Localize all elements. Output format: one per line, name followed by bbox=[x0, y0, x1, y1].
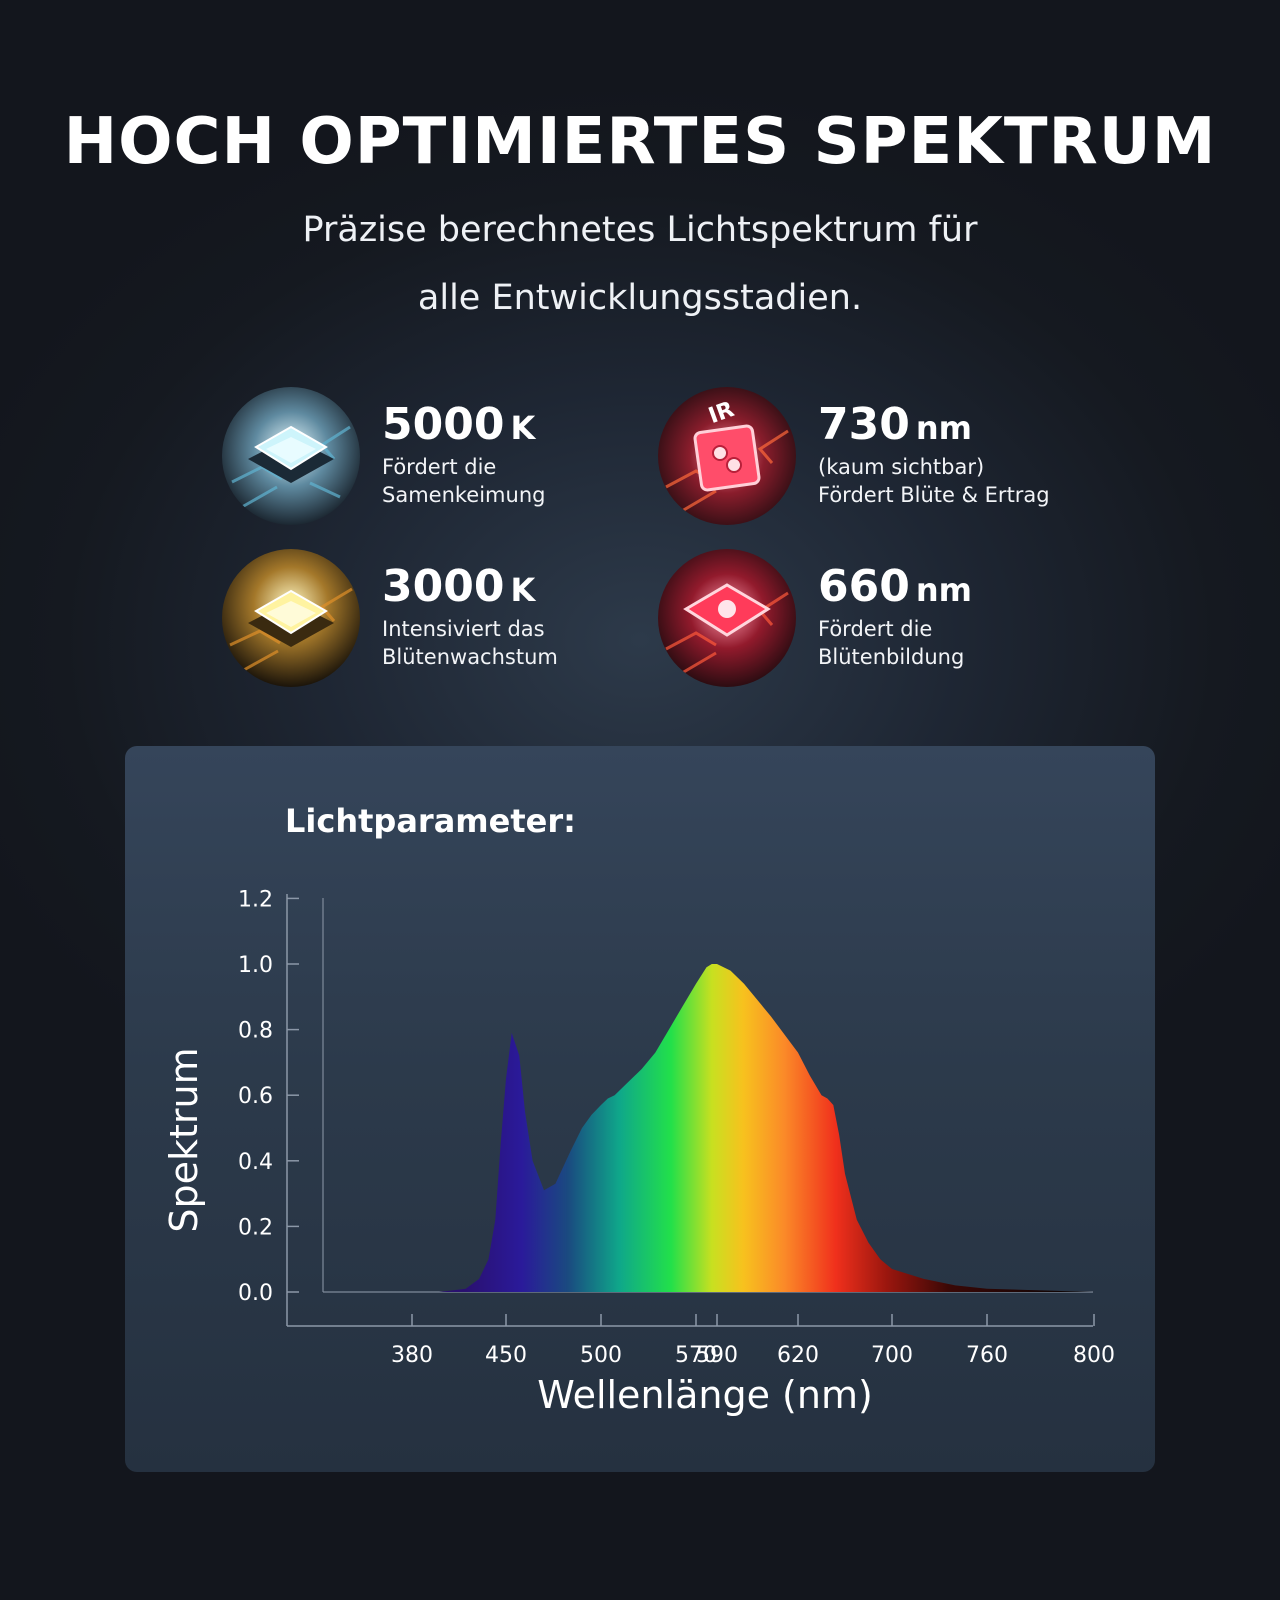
x-tick-label: 380 bbox=[391, 1343, 433, 1368]
y-axis-label: Spektrum bbox=[162, 1047, 206, 1232]
subtitle-line-1: Präzise berechnetes Lichtspektrum für bbox=[302, 210, 978, 250]
y-tick-label: 0.4 bbox=[238, 1150, 273, 1175]
x-tick-label: 570 bbox=[675, 1343, 717, 1368]
feature-value: 730 nm bbox=[818, 399, 972, 450]
feature-value: 660 nm bbox=[818, 561, 972, 612]
y-tick-label: 0.2 bbox=[238, 1215, 273, 1240]
y-tick-label: 0.8 bbox=[238, 1019, 273, 1044]
warm-white-led-chip-icon bbox=[222, 549, 360, 687]
x-tick-label: 590 bbox=[696, 1343, 738, 1368]
subtitle-line-2: alle Entwicklungsstadien. bbox=[417, 278, 863, 318]
feature-description: Fördert die Blütenbildung bbox=[818, 617, 965, 669]
y-tick-label: 0.6 bbox=[238, 1084, 273, 1109]
feature-value: 3000 K bbox=[382, 561, 536, 612]
y-tick-label: 0.0 bbox=[238, 1281, 273, 1306]
feature-5000k: 5000 K Fördert die Samenkeimung bbox=[222, 387, 662, 527]
x-tick-label: 760 bbox=[966, 1343, 1008, 1368]
feature-730nm: IR 730 nm (kaum sichtbar) Fördert Blüte &… bbox=[658, 387, 1098, 527]
feature-3000k: 3000 K Intensiviert das Blütenwachstum bbox=[222, 549, 662, 689]
x-tick-label: 500 bbox=[580, 1343, 622, 1368]
x-tick-label: 800 bbox=[1073, 1343, 1115, 1368]
red-led-chip-icon bbox=[658, 549, 796, 687]
page-subtitle: Präzise berechnetes Lichtspektrum für al… bbox=[0, 196, 1280, 332]
white-led-chip-icon bbox=[222, 387, 360, 525]
y-tick-label: 1.0 bbox=[238, 953, 273, 978]
x-tick-label: 450 bbox=[485, 1343, 527, 1368]
panel-title: Lichtparameter: bbox=[285, 802, 576, 840]
spectrum-area bbox=[412, 964, 1094, 1292]
x-tick-label: 700 bbox=[871, 1343, 913, 1368]
infrared-led-chip-icon: IR bbox=[658, 387, 796, 525]
feature-description: Fördert die Samenkeimung bbox=[382, 455, 546, 507]
feature-description: (kaum sichtbar) Fördert Blüte & Ertrag bbox=[818, 455, 1050, 507]
y-tick-label: 1.2 bbox=[238, 887, 273, 912]
x-tick-label: 620 bbox=[777, 1343, 819, 1368]
feature-value: 5000 K bbox=[382, 399, 536, 450]
page-title: HOCH OPTIMIERTES SPEKTRUM bbox=[63, 105, 1217, 179]
light-parameter-panel: Lichtparameter: 0.0 0.2 0.4 0.6 0.8 1.0 1.2 380… bbox=[125, 746, 1155, 1472]
feature-660nm: 660 nm Fördert die Blütenbildung bbox=[658, 549, 1098, 689]
x-axis-label: Wellenlänge (nm) bbox=[537, 1373, 873, 1417]
feature-description: Intensiviert das Blütenwachstum bbox=[382, 617, 558, 669]
